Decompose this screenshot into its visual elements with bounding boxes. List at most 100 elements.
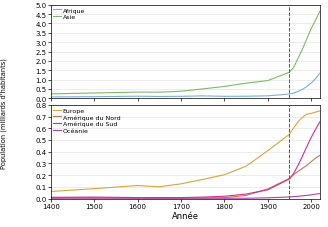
Asie [292,67,296,69]
Océanie [318,192,322,195]
Amérique du Nord [222,196,226,199]
Asie [300,48,304,51]
Line: Afrique: Afrique [51,74,320,98]
Europe [136,184,140,187]
Afrique [318,73,322,75]
Europe [92,188,96,190]
Line: Asie: Asie [51,12,320,94]
Amérique du Nord [244,194,248,197]
Asie [179,90,183,93]
Europe [201,178,205,181]
Amérique du Sud [296,164,300,167]
Asie [314,20,318,23]
Amérique du Nord [314,157,318,160]
Europe [300,116,304,119]
Océanie [309,194,313,196]
Amérique du Nord [49,197,53,199]
Asie [222,86,226,88]
Europe [305,113,309,116]
Asie [318,11,322,14]
Europe [179,183,183,185]
Afrique [157,96,161,98]
Océanie [266,197,270,199]
Asie [305,38,309,41]
Europe [309,113,313,115]
Europe [157,186,161,188]
Legend: Afrique, Asie: Afrique, Asie [53,7,86,21]
Océanie [305,194,309,197]
Amérique du Nord [305,164,309,167]
X-axis label: Année: Année [172,212,199,220]
Amérique du Nord [136,197,140,200]
Amérique du Nord [296,170,300,173]
Amérique du Sud [287,178,291,180]
Asie [309,28,313,31]
Line: Amérique du Sud: Amérique du Sud [51,122,320,198]
Océanie [300,195,304,197]
Europe [222,174,226,176]
Europe [244,165,248,168]
Amérique du Nord [157,197,161,200]
Amérique du Sud [136,196,140,199]
Océanie [157,197,161,200]
Afrique [49,96,53,99]
Text: Population (milliards d'habitants): Population (milliards d'habitants) [1,58,7,169]
Océanie [222,197,226,200]
Afrique [92,96,96,99]
Europe [296,121,300,123]
Océanie [179,197,183,200]
Asie [136,91,140,94]
Océanie [92,197,96,200]
Afrique [201,95,205,98]
Europe [318,110,322,113]
Asie [296,58,300,60]
Amérique du Sud [318,121,322,124]
Océanie [287,196,291,198]
Amérique du Nord [179,197,183,200]
Océanie [314,193,318,196]
Line: Océanie: Océanie [51,194,320,198]
Océanie [244,197,248,200]
Amérique du Nord [201,197,205,200]
Amérique du Nord [318,154,322,157]
Afrique [179,96,183,98]
Amérique du Sud [201,196,205,199]
Europe [287,133,291,136]
Europe [49,190,53,193]
Amérique du Nord [266,188,270,190]
Afrique [300,89,304,91]
Legend: Europe, Amérique du Nord, Amérique du Sud, Océanie: Europe, Amérique du Nord, Amérique du Su… [53,107,121,134]
Asie [49,93,53,96]
Europe [292,127,296,130]
Amérique du Sud [244,193,248,195]
Amérique du Sud [266,189,270,191]
Océanie [201,197,205,200]
Amérique du Sud [179,196,183,199]
Amérique du Nord [292,173,296,176]
Europe [314,111,318,114]
Asie [157,91,161,94]
Afrique [292,92,296,95]
Asie [92,92,96,95]
Afrique [309,82,313,85]
Afrique [222,96,226,98]
Asie [244,82,248,85]
Océanie [296,195,300,198]
Amérique du Nord [309,161,313,163]
Océanie [49,197,53,200]
Asie [287,72,291,74]
Amérique du Sud [49,196,53,199]
Europe [266,150,270,153]
Amérique du Sud [314,129,318,131]
Afrique [244,96,248,98]
Océanie [136,197,140,200]
Amérique du Sud [92,196,96,199]
Amérique du Nord [287,177,291,180]
Asie [266,80,270,83]
Line: Amérique du Nord: Amérique du Nord [51,156,320,198]
Amérique du Sud [305,146,309,148]
Line: Europe: Europe [51,111,320,192]
Amérique du Sud [222,195,226,198]
Amérique du Sud [309,137,313,139]
Amérique du Nord [92,197,96,199]
